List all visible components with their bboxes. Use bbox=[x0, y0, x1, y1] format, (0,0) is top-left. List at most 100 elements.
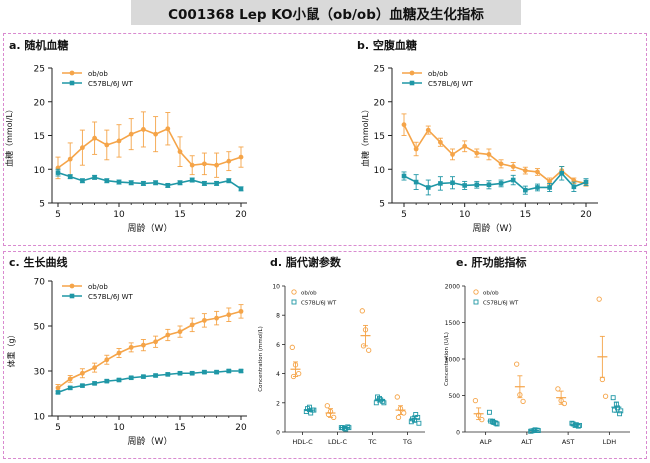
chart-c-point-wt bbox=[153, 373, 158, 378]
chart-e-point-wt bbox=[535, 428, 541, 433]
chart-e-point-wt bbox=[532, 427, 538, 433]
chart-b-point-wt bbox=[450, 180, 455, 186]
chart-c-point-obob bbox=[189, 322, 195, 328]
chart-e-legend-label: C57BL/6J WT bbox=[483, 301, 519, 307]
chart-b-y-tick-label: 10 bbox=[374, 166, 386, 176]
chart-c-point-wt bbox=[189, 370, 195, 376]
chart-d-y-tick-label: 10 bbox=[272, 284, 280, 291]
chart-a-point-obob bbox=[67, 156, 73, 162]
chart-b-point-obob bbox=[413, 146, 419, 152]
chart-d-point-obob bbox=[292, 362, 299, 368]
chart-c-point-wt bbox=[104, 378, 110, 384]
chart-d-legend-marker bbox=[291, 289, 297, 295]
chart-b-point-wt bbox=[425, 185, 431, 190]
chart-b-point-obob bbox=[486, 152, 492, 157]
chart-a-point-obob bbox=[104, 142, 110, 148]
chart-d-y-tick-label: 2 bbox=[276, 400, 280, 407]
chart-d-legend-marker bbox=[291, 299, 297, 305]
chart-b-series-line-obob bbox=[403, 124, 587, 185]
chart-e-point-obob bbox=[596, 296, 602, 302]
chart-d-point-obob bbox=[401, 410, 407, 416]
chart-b-point-obob bbox=[462, 143, 468, 149]
chart-e-y-tick-label: 500 bbox=[449, 393, 461, 400]
chart-b-point-obob bbox=[535, 169, 540, 175]
chart-c-point-obob bbox=[67, 376, 73, 382]
chart-a-point-obob bbox=[189, 162, 195, 168]
chart-e-title: e. 肝功能指标 bbox=[456, 255, 526, 269]
chart-b-point-wt bbox=[523, 187, 528, 193]
chart-c-legend-marker bbox=[69, 283, 75, 289]
chart-d-category-label: TC bbox=[367, 438, 377, 446]
chart-a-point-wt bbox=[55, 170, 61, 175]
chart-a-point-wt bbox=[104, 178, 110, 184]
chart-e-point-obob bbox=[555, 386, 561, 392]
panel-c-d-e-border bbox=[3, 251, 647, 459]
chart-a-title: a. 随机血糖 bbox=[9, 38, 68, 52]
chart-e-point-wt bbox=[610, 395, 616, 401]
chart-b-point-obob bbox=[401, 122, 407, 128]
chart-c-x-tick-label: 10 bbox=[113, 423, 125, 433]
chart-a-point-obob bbox=[214, 162, 220, 168]
chart-c-point-wt bbox=[116, 377, 122, 383]
chart-c-point-wt bbox=[214, 369, 219, 375]
chart-b-point-wt bbox=[571, 184, 577, 190]
chart-e-point-wt bbox=[488, 418, 494, 424]
chart-a-point-obob bbox=[202, 161, 207, 167]
chart-a-point-wt bbox=[80, 178, 85, 184]
chart-c-series-line-obob bbox=[57, 310, 242, 389]
chart-b-point-wt bbox=[510, 177, 516, 183]
chart-a-x-tick-label: 15 bbox=[174, 210, 185, 220]
chart-b-point-wt bbox=[583, 179, 589, 185]
chart-d-point-wt bbox=[375, 394, 380, 400]
chart-d-point-wt bbox=[311, 407, 317, 413]
chart-d-point-wt bbox=[305, 406, 310, 412]
chart-a-point-wt bbox=[214, 181, 219, 186]
chart-e-point-obob bbox=[514, 361, 520, 367]
chart-b-y-tick-label: 20 bbox=[374, 98, 386, 108]
chart-b-legend-marker bbox=[409, 80, 415, 86]
chart-d-point-wt bbox=[308, 410, 314, 416]
chart-c-point-obob bbox=[177, 329, 183, 335]
chart-c-title: c. 生长曲线 bbox=[9, 255, 68, 269]
chart-e-point-obob bbox=[517, 392, 523, 398]
chart-b-legend-label: C57BL/6J WT bbox=[428, 80, 474, 88]
chart-b-legend-label: ob/ob bbox=[428, 70, 448, 78]
chart-d-point-wt bbox=[343, 426, 349, 432]
chart-c-point-obob bbox=[165, 332, 171, 338]
chart-b-series-line-wt bbox=[403, 172, 587, 192]
chart-a-point-wt bbox=[189, 177, 195, 183]
chart-d-point-wt bbox=[381, 400, 387, 406]
chart-b-point-wt bbox=[438, 181, 443, 186]
chart-d-point-wt bbox=[416, 420, 422, 426]
chart-e-point-obob bbox=[558, 397, 564, 404]
panel-a-b-border bbox=[3, 33, 647, 246]
chart-d-point-wt bbox=[378, 397, 384, 403]
chart-c-point-wt bbox=[177, 370, 183, 376]
chart-a-point-wt bbox=[116, 179, 122, 185]
chart-e-point-wt bbox=[573, 422, 579, 428]
chart-a-point-obob bbox=[226, 158, 232, 164]
chart-d-y-tick-label: 6 bbox=[276, 342, 280, 349]
chart-c-point-obob bbox=[153, 339, 159, 345]
chart-e-point-obob bbox=[561, 400, 567, 407]
chart-b-x-label: 周龄（W） bbox=[473, 222, 518, 234]
chart-c-point-wt bbox=[128, 375, 134, 381]
chart-a-point-obob bbox=[177, 149, 183, 155]
chart-c-point-obob bbox=[104, 357, 110, 363]
chart-c-point-wt bbox=[67, 385, 73, 391]
chart-a-point-obob bbox=[238, 154, 244, 160]
chart-b-legend-marker bbox=[409, 70, 415, 76]
page-title: C001368 Lep KO小鼠（ob/ob）血糖及生化指标 bbox=[131, 0, 521, 25]
chart-a-x-tick-label: 20 bbox=[235, 210, 247, 220]
chart-b-point-obob bbox=[498, 161, 504, 167]
chart-c-y-label: 体重（g） bbox=[6, 330, 16, 367]
chart-c-legend-label: ob/ob bbox=[88, 283, 108, 291]
chart-c-point-obob bbox=[128, 344, 134, 350]
chart-b-y-tick-label: 15 bbox=[374, 132, 385, 142]
chart-e-point-wt bbox=[617, 411, 623, 417]
chart-b-x-tick-label: 15 bbox=[520, 210, 531, 220]
chart-d-point-wt bbox=[340, 425, 345, 431]
chart-b-point-wt bbox=[413, 179, 419, 185]
chart-b-point-obob bbox=[510, 164, 516, 169]
